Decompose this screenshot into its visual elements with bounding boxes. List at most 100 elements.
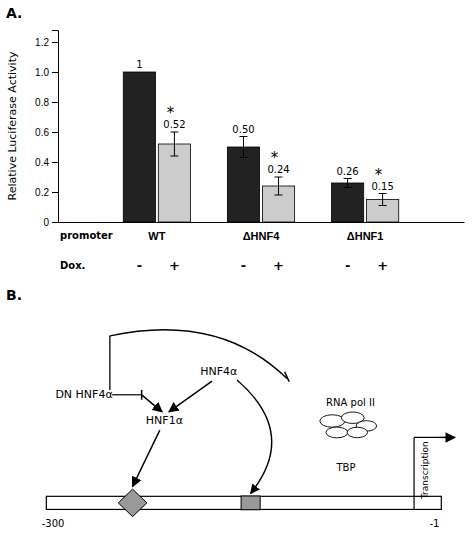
panel-title: B.: [6, 287, 22, 303]
x-tick: ΔHNF1: [347, 222, 384, 242]
y-tick-label: 1.2: [35, 37, 49, 48]
y-tick-mark: [52, 132, 58, 133]
y-tick-mark: [52, 42, 58, 43]
star-label: *: [271, 149, 279, 167]
y-tick-label: 0.4: [35, 157, 49, 168]
x-tick: ΔHNF4: [243, 222, 281, 242]
inhibition-arc: [110, 330, 287, 379]
x-axis: WT ΔHNF4 ΔHNF1: [59, 222, 465, 242]
y-tick-mark: [52, 102, 58, 103]
binding-site: [241, 496, 260, 510]
dox-label: -: [345, 258, 350, 273]
y-tick-mark: [52, 192, 58, 193]
row-label: promoter: [60, 230, 113, 241]
y-tick: 0: [43, 217, 58, 228]
polymerase-blob: [326, 427, 348, 438]
y-axis-title: Relative Luciferase Activity: [6, 51, 19, 200]
dox-label: +: [169, 258, 180, 273]
star-label: *: [375, 166, 383, 184]
inhibition-line: [109, 336, 110, 390]
y-tick-mark: [52, 222, 58, 223]
polymerase-blob: [320, 415, 345, 427]
chart-svg: A. 0 0.2 0.4 0.6 0.8 1.0 1.2 Relative Luciferase…: [0, 0, 474, 559]
dox-label: +: [377, 258, 388, 273]
y-tick-mark: [52, 162, 58, 163]
arrow: [169, 381, 212, 412]
error-bar: [275, 177, 283, 195]
error-bar: [239, 137, 247, 158]
error-cap: [239, 136, 247, 137]
error-line: [243, 137, 244, 158]
error-cap: [344, 178, 352, 179]
error-cap: [379, 205, 387, 206]
x-tick-label: WT: [148, 230, 165, 242]
data-label: 0.26: [336, 166, 358, 177]
diagram-label: HNF1α: [146, 414, 183, 427]
row-label: Dox.: [60, 260, 85, 271]
error-cap: [379, 193, 387, 194]
error-cap: [170, 156, 178, 157]
diagram-label: HNF4α: [200, 365, 237, 378]
data-label: 1: [136, 59, 142, 70]
dox-label: -: [137, 258, 142, 273]
y-tick-label: 0.2: [35, 187, 49, 198]
error-cap: [344, 187, 352, 188]
x-tick: WT: [148, 222, 165, 242]
x-tick-label: ΔHNF4: [243, 230, 281, 242]
bar: [158, 144, 190, 222]
diagram-label: -300: [42, 518, 65, 529]
error-bar: [170, 132, 178, 156]
star-label: *: [167, 104, 175, 122]
y-tick: 0.2: [35, 187, 58, 198]
arrow: [237, 380, 272, 493]
x-axis-line: [59, 222, 465, 223]
polymerase-blob: [347, 427, 367, 437]
arrow: [133, 430, 160, 486]
y-tick-label: 1.0: [35, 67, 49, 78]
error-line: [278, 177, 279, 195]
bar: [227, 147, 259, 222]
error-cap: [170, 132, 178, 133]
dox-label: +: [273, 258, 284, 273]
transcription-arrow: [439, 437, 455, 439]
labels: 1-0.50-0.26-0.52*+0.24*+0.15*+: [136, 59, 394, 273]
panel-title: A.: [6, 5, 22, 21]
y-tick-label: 0: [43, 217, 49, 228]
y-tick: 0.8: [35, 97, 58, 108]
error-bar: [379, 194, 387, 206]
transcription-line: [414, 437, 439, 438]
y-tick-label: 0.8: [35, 97, 49, 108]
y-tick: 1.0: [35, 67, 58, 78]
y-tick-label: 0.6: [35, 127, 49, 138]
error-cap: [275, 177, 283, 178]
diagram: B. HNF4α HNF1α DN HNF4α RNA pol II TBP Transcr…: [6, 287, 455, 529]
diagram-label: DN HNF4α: [55, 388, 112, 401]
y-tick: 1.2: [35, 37, 58, 48]
y-axis: 0 0.2 0.4 0.6 0.8 1.0 1.2: [35, 31, 58, 228]
bars: [123, 72, 398, 222]
error-line: [174, 132, 175, 156]
data-label: 0.50: [232, 124, 254, 135]
transcription-line: [413, 437, 414, 509]
y-tick-mark: [52, 72, 58, 73]
x-tick-label: ΔHNF1: [347, 230, 384, 242]
bar: [123, 72, 155, 222]
error-bar: [344, 179, 352, 188]
diagram-label: RNA pol II: [326, 397, 375, 408]
y-axis-line: [52, 31, 59, 223]
bar: [331, 183, 363, 222]
diagram-label: -1: [429, 518, 439, 529]
y-tick: 0.6: [35, 127, 58, 138]
error-cap: [275, 195, 283, 196]
y-tick: 0.4: [35, 157, 58, 168]
error-cap: [239, 157, 247, 158]
dna: [46, 496, 441, 509]
diagram-label: TBP: [335, 462, 355, 473]
dox-label: -: [241, 258, 246, 273]
diagram-label: Transcription: [420, 441, 430, 500]
error-line: [347, 179, 348, 188]
inhibition-line: [112, 394, 142, 395]
arrow: [142, 395, 162, 412]
inhibition-bar: [285, 372, 290, 382]
error-line: [382, 194, 383, 206]
